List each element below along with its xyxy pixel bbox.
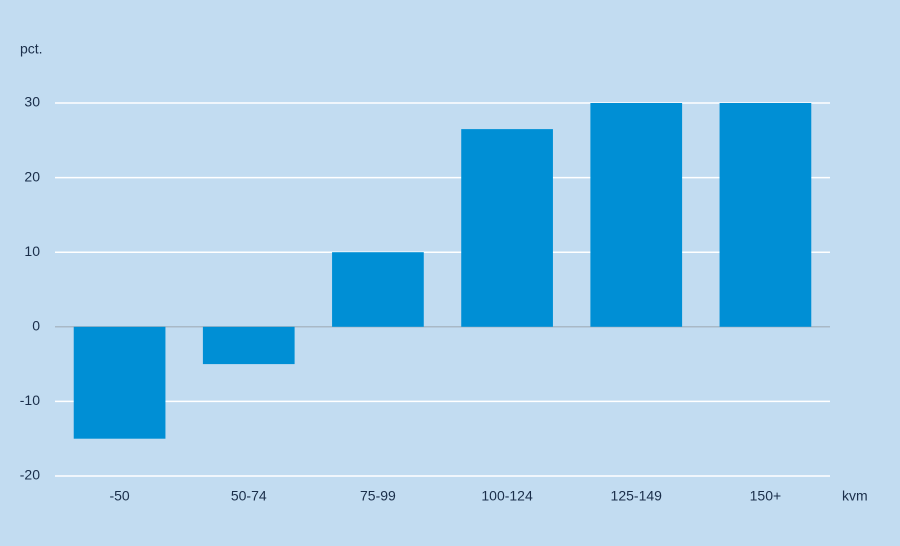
y-axis-label: pct. bbox=[20, 41, 43, 57]
x-tick-label: 125-149 bbox=[611, 488, 663, 504]
bar bbox=[590, 103, 683, 327]
bar bbox=[719, 103, 812, 327]
y-tick-label: 30 bbox=[24, 94, 40, 110]
y-tick-label: 10 bbox=[24, 243, 40, 259]
x-tick-label: 150+ bbox=[750, 488, 782, 504]
bar bbox=[73, 326, 166, 439]
x-tick-label: 100-124 bbox=[481, 488, 533, 504]
bar bbox=[461, 129, 553, 327]
y-tick-label: -20 bbox=[20, 467, 40, 483]
y-tick-label: 20 bbox=[24, 168, 40, 184]
x-axis-label: kvm bbox=[842, 488, 868, 504]
x-tick-label: 75-99 bbox=[360, 488, 396, 504]
x-tick-label: -50 bbox=[109, 488, 129, 504]
y-tick-label: 0 bbox=[32, 318, 40, 334]
x-tick-label: 50-74 bbox=[231, 488, 267, 504]
bar bbox=[332, 252, 424, 327]
y-tick-label: -10 bbox=[20, 392, 40, 408]
bar bbox=[202, 326, 295, 365]
